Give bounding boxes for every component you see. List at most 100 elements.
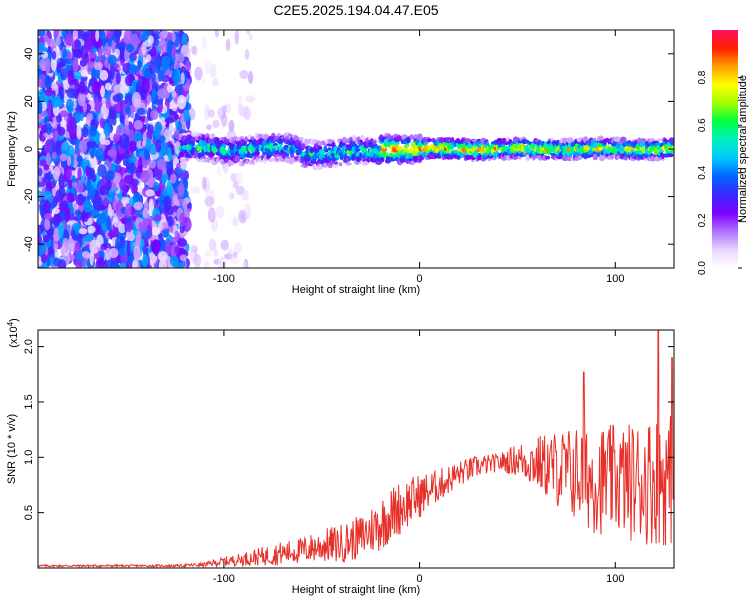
heatmap-cell bbox=[99, 212, 107, 224]
heatmap-cell bbox=[136, 107, 146, 115]
heatmap-cell bbox=[60, 57, 67, 67]
heatmap-cell bbox=[66, 51, 72, 60]
heatmap-cell bbox=[150, 46, 157, 58]
heatmap-cell bbox=[332, 163, 339, 169]
x-tick-label: 0 bbox=[417, 573, 423, 585]
heatmap-cell bbox=[126, 240, 131, 257]
heatmap-cell bbox=[131, 92, 142, 108]
heatmap-cell bbox=[68, 117, 76, 134]
heatmap-cell bbox=[138, 221, 144, 232]
heatmap-cell bbox=[43, 172, 50, 184]
heatmap-cell bbox=[55, 95, 62, 107]
heatmap-cell bbox=[133, 245, 141, 261]
heatmap-cell bbox=[324, 149, 329, 153]
heatmap-cell bbox=[104, 170, 115, 181]
heatmap-cell bbox=[154, 127, 161, 140]
heatmap-cell bbox=[317, 145, 323, 151]
heatmap-cell bbox=[355, 156, 361, 163]
heatmap-cell bbox=[142, 245, 148, 256]
heatmap-cell bbox=[112, 172, 122, 185]
heatmap-cell bbox=[163, 128, 172, 139]
heatmap-cell bbox=[148, 160, 157, 169]
heatmap-cell bbox=[153, 214, 162, 222]
heatmap-cell bbox=[396, 147, 404, 151]
y-tick-label: 20 bbox=[23, 95, 35, 107]
heatmap-cell bbox=[372, 140, 377, 145]
heatmap-cell bbox=[119, 133, 130, 150]
heatmap-cell bbox=[185, 60, 192, 72]
heatmap-cell bbox=[207, 207, 216, 223]
x-tick-label: 100 bbox=[606, 573, 624, 585]
heatmap-cell bbox=[140, 170, 150, 184]
heatmap-cell bbox=[158, 251, 168, 262]
heatmap-cell bbox=[60, 246, 66, 257]
heatmap-cell bbox=[290, 154, 295, 158]
heatmap-cell bbox=[104, 82, 112, 91]
heatmap-cell bbox=[173, 74, 180, 87]
heatmap-cell bbox=[224, 103, 232, 114]
heatmap-cell bbox=[78, 139, 88, 153]
heatmap-cell bbox=[155, 139, 162, 153]
heatmap-cell bbox=[212, 78, 219, 87]
heatmap-cell bbox=[113, 220, 122, 228]
heatmap-cell bbox=[240, 138, 245, 144]
heatmap-cell bbox=[58, 222, 65, 238]
colorbar-tick-label: 0.8 bbox=[697, 70, 708, 84]
heatmap-cell bbox=[592, 153, 599, 161]
heatmap-cell bbox=[129, 52, 137, 62]
heatmap-cell bbox=[171, 32, 176, 43]
heatmap-cell bbox=[352, 134, 356, 142]
heatmap-cell bbox=[89, 154, 98, 170]
heatmap-cell bbox=[167, 147, 172, 157]
heatmap-cell bbox=[177, 52, 185, 64]
heatmap-cell bbox=[59, 86, 65, 100]
heatmap-cell bbox=[255, 147, 259, 153]
heatmap-cell bbox=[148, 143, 158, 155]
heatmap-cell bbox=[234, 30, 239, 45]
colorbar-ticks: 0.0 0.2 0.4 0.6 0.8 bbox=[697, 70, 742, 275]
heatmap-cell bbox=[165, 204, 175, 216]
heatmap-cell bbox=[359, 152, 363, 158]
heatmap-cell bbox=[43, 199, 51, 215]
heatmap-cell bbox=[228, 192, 235, 200]
heatmap-cell bbox=[232, 216, 239, 226]
heatmap-cell bbox=[115, 71, 121, 85]
heatmap-cell bbox=[220, 113, 228, 128]
heatmap-cell bbox=[153, 99, 163, 106]
heatmap-cell bbox=[44, 140, 52, 154]
heatmap-cell bbox=[78, 228, 88, 235]
heatmap-cell bbox=[190, 186, 201, 194]
heatmap-cell bbox=[133, 120, 144, 130]
bottom-x-axis-label: Height of straight line (km) bbox=[292, 584, 420, 596]
heatmap-cell bbox=[182, 132, 188, 137]
heatmap-cell bbox=[86, 140, 96, 149]
heatmap-cell bbox=[119, 85, 130, 94]
heatmap-cell bbox=[166, 40, 173, 56]
heatmap-cell bbox=[446, 148, 451, 155]
y-tick-label: 0 bbox=[23, 146, 35, 152]
heatmap-cell bbox=[404, 148, 409, 154]
heatmap-cell bbox=[457, 139, 462, 145]
heatmap-cell bbox=[62, 48, 68, 60]
heatmap-cell bbox=[106, 215, 111, 232]
heatmap-cell bbox=[423, 137, 428, 143]
heatmap-cell bbox=[243, 106, 252, 120]
heatmap-cell bbox=[206, 124, 212, 131]
heatmap-cell bbox=[100, 85, 105, 98]
heatmap-cell bbox=[327, 147, 332, 151]
heatmap-cell bbox=[53, 166, 61, 181]
heatmap-cell bbox=[125, 43, 134, 53]
heatmap-cell bbox=[38, 99, 43, 114]
heatmap-cell bbox=[204, 249, 213, 257]
heatmap-cell bbox=[41, 253, 47, 264]
heatmap-cell bbox=[109, 65, 115, 80]
heatmap-cell bbox=[225, 38, 231, 52]
y-exponent-label: (x104) bbox=[6, 318, 20, 348]
heatmap-cell bbox=[43, 234, 50, 243]
heatmap-cell bbox=[215, 205, 225, 219]
heatmap-cell bbox=[176, 162, 181, 171]
heatmap-cell bbox=[142, 253, 149, 268]
heatmap-cell bbox=[166, 84, 173, 93]
heatmap-cell bbox=[243, 203, 252, 219]
